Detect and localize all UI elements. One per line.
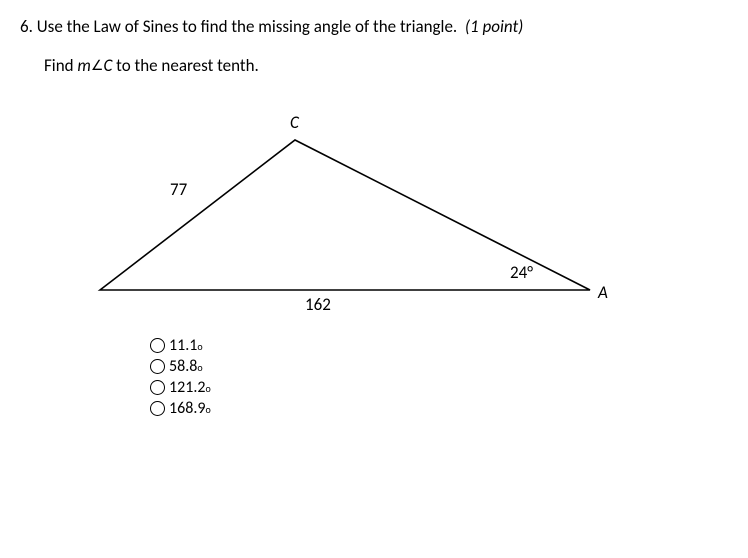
diagram-label: 77 xyxy=(170,179,188,200)
option-row[interactable]: 58.8o xyxy=(150,357,728,376)
option-row[interactable]: 11.1o xyxy=(150,336,728,355)
sub-suffix: to the nearest tenth. xyxy=(112,55,258,76)
option-row[interactable]: 168.9o xyxy=(150,399,728,418)
radio-icon[interactable] xyxy=(150,338,165,353)
radio-icon[interactable] xyxy=(150,359,165,374)
diagram-label: A xyxy=(597,282,608,303)
diagram-label: C xyxy=(290,112,300,133)
angle-symbol-icon: ∠ xyxy=(91,57,104,74)
degree-symbol: o xyxy=(205,403,210,416)
sub-prefix: Find xyxy=(44,55,77,76)
question-line: 6. Use the Law of Sines to find the miss… xyxy=(20,16,728,37)
degree-symbol: o xyxy=(205,382,210,395)
triangle-svg: BCA7716224° xyxy=(90,100,630,330)
diagram-label: 162 xyxy=(305,294,331,315)
option-row[interactable]: 121.2o xyxy=(150,378,728,397)
option-label: 58.8 xyxy=(169,357,197,376)
triangle-diagram: BCA7716224° xyxy=(90,100,728,330)
var-C: C xyxy=(103,55,112,76)
degree-symbol: o xyxy=(197,340,202,353)
option-label: 11.1 xyxy=(169,336,197,355)
question-text: Use the Law of Sines to find the missing… xyxy=(37,16,457,37)
question-number: 6. xyxy=(20,16,33,37)
diagram-label: 24° xyxy=(510,262,533,283)
options-list: 11.1o 58.8o 121.2o 168.9o xyxy=(150,336,728,418)
var-m: m xyxy=(77,55,90,76)
option-label: 168.9 xyxy=(169,399,205,418)
radio-icon[interactable] xyxy=(150,380,165,395)
radio-icon[interactable] xyxy=(150,401,165,416)
option-label: 121.2 xyxy=(169,378,205,397)
sub-instruction: Find m∠C to the nearest tenth. xyxy=(44,55,728,76)
question-points: (1 point) xyxy=(465,16,523,37)
degree-symbol: o xyxy=(197,361,202,374)
